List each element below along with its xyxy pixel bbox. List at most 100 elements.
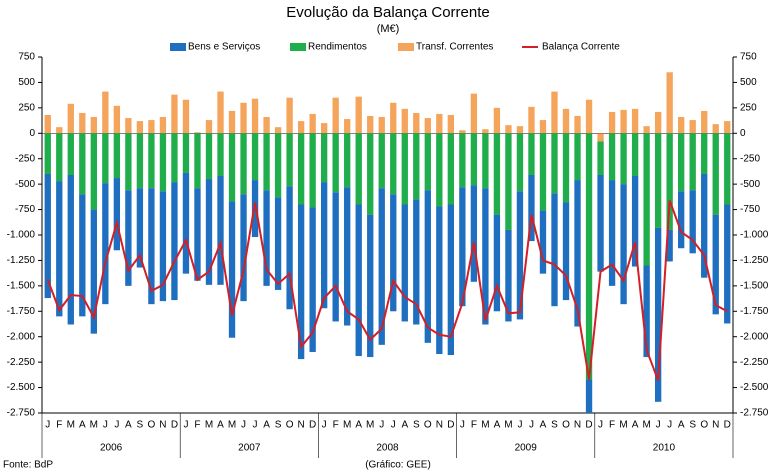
bar — [551, 91, 558, 134]
bar — [608, 133, 616, 181]
bar — [309, 113, 316, 134]
bar — [125, 133, 132, 191]
bar — [424, 133, 431, 191]
x-tick-label: S — [689, 420, 696, 431]
x-tick-label: D — [447, 420, 454, 431]
bar — [401, 133, 408, 205]
bar — [102, 91, 109, 134]
y-tick-label: -750 — [15, 204, 35, 215]
bar — [297, 204, 305, 360]
legend-label: Transf. Correntes — [416, 42, 493, 53]
bar — [505, 133, 512, 230]
bar — [436, 133, 443, 207]
bar — [631, 108, 639, 134]
bar — [240, 194, 247, 302]
bar — [551, 193, 558, 307]
x-tick-label: J — [114, 420, 119, 431]
year-label: 2009 — [515, 443, 538, 454]
bar — [424, 190, 431, 343]
bar — [79, 133, 86, 195]
y-tick-label: -1.250 — [7, 255, 36, 266]
bar — [332, 97, 339, 134]
bar — [148, 133, 155, 189]
bar — [171, 94, 178, 134]
bar — [102, 133, 109, 184]
y-tick-label: 500 — [18, 77, 35, 88]
x-tick-label: M — [343, 420, 351, 431]
bar — [470, 185, 478, 282]
x-tick-label: M — [67, 420, 75, 431]
x-tick-label: N — [436, 420, 443, 431]
x-tick-label: J — [667, 420, 672, 431]
legend-swatch — [290, 43, 306, 51]
bar — [182, 172, 190, 274]
bar — [148, 120, 155, 134]
y-tick-label: -2.750 — [7, 408, 36, 419]
bar — [332, 192, 339, 322]
bar — [390, 133, 397, 195]
bar — [643, 133, 650, 266]
bar — [459, 133, 466, 188]
bar — [56, 133, 63, 182]
bar — [378, 133, 385, 189]
x-tick-label: F — [609, 420, 615, 431]
bar — [493, 133, 501, 215]
bar — [263, 190, 270, 286]
x-tick-label: J — [45, 420, 50, 431]
y2-tick-label: -750 — [740, 204, 760, 215]
bar — [67, 133, 74, 175]
x-tick-label: A — [263, 420, 270, 431]
bar — [654, 111, 662, 134]
bar — [516, 191, 524, 320]
bar — [516, 126, 524, 134]
x-tick-label: J — [598, 420, 603, 431]
bar — [724, 133, 731, 205]
bar — [585, 379, 593, 413]
bar — [597, 174, 604, 272]
bar — [182, 99, 190, 134]
y2-tick-label: -2.000 — [740, 331, 769, 342]
x-tick-label: N — [298, 420, 305, 431]
bar — [217, 91, 224, 134]
x-tick-label: A — [494, 420, 501, 431]
bar — [678, 191, 685, 249]
x-tick-label: J — [529, 420, 534, 431]
bar — [228, 133, 236, 202]
legend-label: Bens e Serviços — [188, 42, 260, 53]
x-tick-label: J — [460, 420, 465, 431]
bar — [44, 133, 51, 174]
line-series — [46, 200, 728, 381]
bar — [182, 133, 190, 173]
bar — [251, 98, 259, 134]
bar — [689, 120, 696, 134]
x-tick-label: D — [309, 420, 316, 431]
bar — [205, 179, 213, 285]
y2-tick-label: -1.000 — [740, 230, 769, 241]
bar — [631, 133, 639, 177]
bar — [90, 133, 97, 210]
bar — [401, 108, 408, 134]
bar — [562, 202, 570, 301]
x-tick-label: M — [205, 420, 213, 431]
x-tick-label: D — [724, 420, 731, 431]
x-tick-label: A — [678, 420, 685, 431]
bar — [367, 115, 374, 134]
bar — [689, 133, 696, 191]
bar — [724, 121, 731, 134]
y2-tick-label: -2.250 — [740, 357, 769, 368]
bar — [44, 114, 51, 134]
x-tick-label: J — [379, 420, 384, 431]
bar — [447, 114, 455, 134]
bar — [344, 133, 351, 188]
bar — [620, 109, 627, 134]
y-tick-label: -1.750 — [7, 306, 36, 317]
x-tick-label: A — [401, 420, 408, 431]
bar — [654, 227, 662, 402]
bar — [585, 99, 593, 134]
bar — [539, 133, 547, 211]
bar — [597, 133, 604, 142]
bar — [205, 120, 213, 134]
bar — [79, 194, 86, 317]
x-tick-label: N — [712, 420, 719, 431]
